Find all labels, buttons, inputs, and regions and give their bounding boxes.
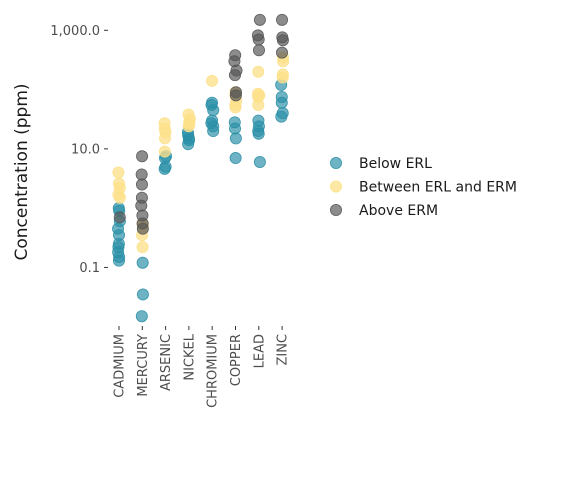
data-point [112, 177, 125, 190]
data-point [229, 132, 242, 145]
data-point [135, 168, 148, 181]
x-tick-label-nickel: NICKEL [182, 333, 197, 380]
x-axis: CADMIUM MERCURY ARSENIC NICKEL CHROMIUM COPPE… [113, 326, 291, 408]
legend-key [329, 203, 342, 216]
data-points [112, 13, 290, 323]
data-point [182, 108, 195, 121]
data-point [112, 166, 125, 179]
data-point [276, 68, 289, 81]
data-point [158, 145, 171, 158]
data-point [252, 114, 265, 127]
data-point [136, 241, 149, 254]
data-point [253, 156, 266, 169]
data-point [136, 288, 149, 301]
data-point [136, 150, 149, 163]
data-point [275, 90, 288, 103]
legend-key [329, 156, 342, 169]
x-tick-label-chromium: CHROMIUM [206, 334, 221, 408]
data-point [229, 49, 242, 62]
x-tick-label-cadmium: CADMIUM [113, 334, 128, 398]
x-tick-label-mercury: MERCURY [136, 334, 151, 397]
data-point [136, 209, 149, 222]
data-point [251, 29, 264, 42]
data-point [135, 310, 148, 323]
legend-label: Between ERL and ERM [359, 180, 517, 196]
data-point [206, 96, 219, 109]
data-point [252, 65, 265, 78]
y-axis: 0.1 10.0 1,000.0 [50, 24, 108, 276]
y-tick-label: 1,000.0 [50, 24, 100, 39]
data-point [276, 107, 289, 120]
legend-label: Below ERL [359, 156, 432, 172]
x-tick-label-lead: LEAD [252, 334, 267, 368]
data-point [135, 178, 148, 191]
data-point [228, 116, 241, 129]
y-tick-label: 10.0 [71, 142, 100, 157]
x-tick-label-arsenic: ARSENIC [159, 334, 174, 391]
data-point [276, 31, 289, 44]
legend-label: Above ERM [359, 203, 438, 219]
data-point [252, 44, 265, 57]
data-point [251, 87, 264, 100]
data-point [229, 152, 242, 165]
x-tick-label-copper: COPPER [229, 334, 244, 386]
data-point [276, 46, 289, 59]
x-tick-label-zinc: ZINC [276, 334, 291, 366]
data-point [136, 256, 149, 269]
y-tick-label: 0.1 [79, 261, 100, 276]
data-point [206, 114, 219, 127]
data-point [135, 191, 148, 204]
data-point [113, 211, 126, 224]
data-point [158, 117, 171, 130]
data-point [253, 13, 266, 26]
y-axis-title: Concentration (ppm) [12, 83, 32, 260]
data-point [230, 86, 243, 99]
data-point [206, 74, 219, 87]
data-point [276, 13, 289, 26]
legend: Below ERL Between ERL and ERM Above ERM [329, 156, 517, 219]
legend-key [329, 180, 342, 193]
